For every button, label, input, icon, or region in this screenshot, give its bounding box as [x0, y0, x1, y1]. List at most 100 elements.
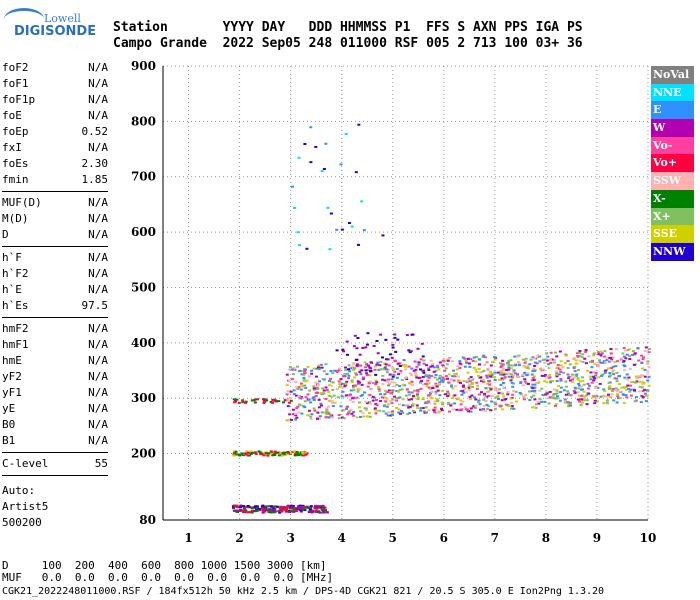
echo-point: [533, 389, 537, 392]
echo-point: [408, 372, 412, 375]
x-tick-label: 2: [235, 531, 243, 545]
echo-point: [327, 405, 331, 408]
param-label: h`F2: [2, 267, 29, 280]
echo-point: [252, 399, 256, 402]
echo-point: [383, 362, 387, 365]
echo-point: [438, 394, 442, 397]
echo-point: [391, 413, 395, 416]
echo-point: [343, 366, 347, 369]
echo-point: [407, 365, 411, 368]
echo-point: [646, 360, 650, 363]
echo-point: [524, 366, 528, 369]
param-label: MUF(D): [2, 196, 42, 209]
param-row: foF1p N/A: [2, 92, 108, 108]
echo-point: [404, 404, 408, 407]
echo-point: [502, 386, 506, 389]
echo-point: [472, 366, 476, 369]
echo-point: [591, 396, 595, 399]
echo-point: [628, 367, 632, 370]
echo-point: [343, 375, 347, 378]
echo-point: [521, 384, 525, 387]
echo-point: [291, 507, 295, 510]
param-value: N/A: [88, 228, 108, 241]
echo-point: [452, 408, 456, 411]
echo-point: [236, 511, 240, 514]
echo-point: [624, 349, 628, 352]
echo-point: [469, 410, 473, 413]
echo-point: [558, 399, 562, 402]
echo-point: [547, 367, 551, 370]
echo-point: [624, 386, 628, 389]
echo-point: [599, 353, 603, 356]
echo-point: [582, 399, 586, 402]
echo-point: [393, 381, 397, 384]
echo-point: [384, 412, 388, 415]
param-value: N/A: [88, 418, 108, 431]
echo-point: [500, 399, 504, 402]
echo-point: [491, 360, 495, 363]
echo-point: [641, 358, 645, 361]
echo-point: [411, 403, 415, 406]
echo-point: [619, 358, 623, 361]
echo-point: [396, 362, 400, 365]
echo-point: [607, 393, 611, 396]
echo-point: [232, 505, 236, 508]
echo-point: [588, 384, 592, 387]
echo-point: [453, 373, 457, 376]
echo-point: [437, 411, 441, 414]
echo-point: [352, 389, 356, 392]
echo-point: [396, 338, 400, 341]
echo-point: [634, 381, 638, 384]
echo-point: [640, 354, 644, 357]
y-tick-label: 400: [131, 336, 156, 350]
echo-point: [253, 505, 257, 508]
echo-point: [641, 356, 645, 359]
echo-point: [541, 368, 545, 371]
echo-point: [261, 511, 265, 514]
echo-point: [356, 243, 360, 246]
echo-point: [378, 389, 382, 392]
echo-point: [341, 390, 345, 393]
echo-point: [447, 410, 451, 413]
echo-point: [486, 407, 490, 410]
echo-point: [311, 510, 315, 513]
echo-point: [526, 372, 530, 375]
echo-point: [348, 393, 352, 396]
param-label: yF2: [2, 370, 22, 383]
echo-point: [312, 367, 316, 370]
echo-point: [420, 380, 424, 383]
echo-point: [627, 387, 631, 390]
echo-point: [523, 371, 527, 374]
echo-point: [291, 378, 295, 381]
echo-point: [415, 361, 419, 364]
echo-point: [578, 359, 582, 362]
echo-point: [309, 415, 313, 418]
echo-point: [296, 507, 300, 510]
echo-point: [312, 399, 316, 402]
echo-point: [489, 364, 493, 367]
echo-point: [262, 454, 266, 457]
echo-point: [303, 143, 307, 146]
echo-point: [464, 359, 468, 362]
echo-point: [471, 382, 475, 385]
echo-point: [476, 384, 480, 387]
echo-point: [398, 412, 402, 415]
auto-artist: Artist5: [2, 500, 49, 513]
echo-point: [361, 377, 365, 380]
echo-point: [388, 353, 392, 356]
echo-point: [589, 378, 593, 381]
echo-point: [446, 403, 450, 406]
echo-point: [355, 416, 359, 419]
echo-point: [308, 508, 312, 511]
echo-point: [584, 349, 588, 352]
echo-point: [493, 375, 497, 378]
echo-point: [245, 506, 249, 509]
echo-point: [390, 366, 394, 369]
echo-point: [436, 378, 440, 381]
echo-point: [574, 359, 578, 362]
echo-point: [451, 387, 455, 390]
echo-point: [352, 345, 356, 348]
echo-point: [572, 358, 576, 361]
echo-point: [642, 381, 646, 384]
echo-point: [483, 363, 487, 366]
